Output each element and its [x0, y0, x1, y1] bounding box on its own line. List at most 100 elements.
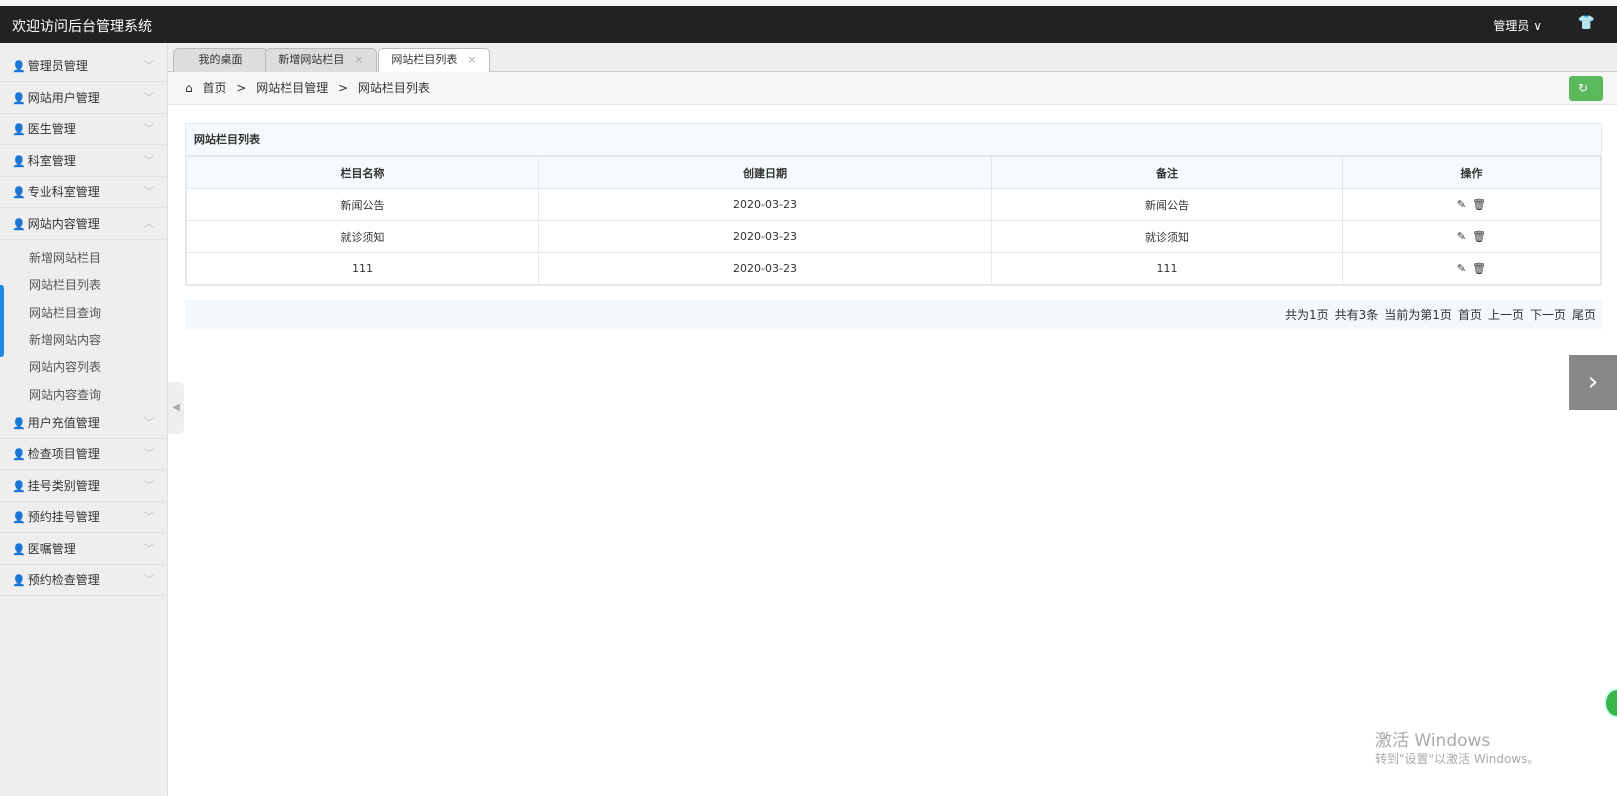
panel-title: 网站栏目列表	[186, 124, 1601, 156]
sidebar-menu[interactable]: 👤 管理员管理 ﹀	[0, 51, 168, 82]
column-header: 备注	[991, 156, 1343, 189]
user-icon: 👤	[12, 123, 26, 136]
breadcrumb-separator: >	[236, 81, 247, 95]
chevron-right-icon: ›	[1587, 367, 1599, 397]
user-icon: 👤	[12, 91, 26, 105]
tab-desktop[interactable]: 我的桌面	[173, 48, 268, 72]
user-icon: 👤	[12, 416, 26, 430]
sidebar-submenu-item[interactable]: 网站内容查询	[29, 387, 102, 402]
breadcrumb-separator: >	[338, 81, 349, 95]
trash-icon[interactable]: 🗑	[1472, 230, 1487, 243]
table-cell: 就诊须知	[991, 220, 1343, 253]
user-icon: 👤	[12, 448, 26, 462]
sidebar: 👤 管理员管理 ﹀ 👤 网站用户管理 ﹀ 👤 医生管理 ﹀ 👤 科室管理 ﹀ 👤 专业科室管理 ﹀ 👤 网站内容…	[0, 43, 168, 796]
chevron-up-icon: ︿	[144, 218, 154, 230]
pagination: 共为1页 共有3条 当前为第1页 首页 上一页 下一页 尾页	[185, 300, 1602, 330]
edit-icon[interactable]: ✎	[1456, 262, 1467, 275]
breadcrumb: ⌂ 首页 > 网站栏目管理 > 网站栏目列表 ↻	[168, 72, 1617, 105]
sidebar-menu[interactable]: 👤 医生管理 ﹀	[0, 114, 168, 145]
column-header: 创建日期	[538, 156, 992, 189]
column-header: 栏目名称	[186, 156, 539, 189]
table-cell: 新闻公告	[991, 188, 1343, 221]
actions-cell: ✎ 🗑	[1342, 220, 1601, 253]
menu-label: 医嘱管理	[27, 541, 76, 556]
column-header: 操作	[1342, 156, 1601, 189]
chevron-down-icon: ﹀	[144, 61, 154, 72]
chevron-down-icon: ﹀	[144, 187, 154, 198]
sidebar-menu[interactable]: 👤 网站内容管理 ︿	[0, 209, 168, 240]
user-menu[interactable]: 管理员 ∨	[1493, 19, 1542, 33]
user-icon: 👤	[12, 574, 26, 588]
tab-label: 我的桌面	[198, 53, 243, 66]
sidebar-menu[interactable]: 👤 医嘱管理 ﹀	[0, 534, 168, 565]
user-icon: 👤	[12, 60, 26, 73]
chevron-down-icon: ﹀	[144, 543, 154, 555]
sidebar-menu[interactable]: 👤 网站用户管理 ﹀	[0, 83, 168, 114]
home-icon: ⌂	[185, 81, 193, 95]
tab-label: 新增网站栏目	[278, 53, 345, 66]
tshirt-icon[interactable]: 👕	[1577, 15, 1595, 31]
chevron-down-icon: ﹀	[144, 124, 154, 135]
close-icon[interactable]: ×	[354, 53, 364, 66]
menu-label: 挂号类别管理	[27, 478, 100, 493]
table-cell: 2020-03-23	[538, 220, 992, 253]
refresh-button[interactable]: ↻	[1569, 76, 1603, 101]
user-icon: 👤	[12, 479, 26, 493]
table-row: 就诊须知 2020-03-23 就诊须知 ✎ 🗑	[186, 220, 1601, 253]
menu-label: 预约检查管理	[27, 573, 100, 588]
pager-link[interactable]: 上一页	[1487, 308, 1524, 322]
breadcrumb-section[interactable]: 网站栏目管理	[256, 81, 329, 95]
chevron-down-icon: ﹀	[144, 417, 154, 429]
trash-icon[interactable]: 🗑	[1472, 198, 1487, 211]
table-cell: 新闻公告	[186, 188, 539, 221]
chevron-down-icon: ﹀	[144, 575, 154, 587]
tab-add-column[interactable]: 新增网站栏目 ×	[265, 48, 377, 72]
breadcrumb-home[interactable]: 首页	[202, 81, 227, 95]
pager-link[interactable]: 首页	[1457, 308, 1482, 322]
refresh-icon: ↻	[1577, 81, 1589, 95]
tab-column-list[interactable]: 网站栏目列表 ×	[378, 48, 490, 73]
user-icon: 👤	[12, 511, 26, 525]
actions-cell: ✎ 🗑	[1342, 252, 1601, 285]
floating-widget[interactable]	[1604, 688, 1617, 718]
sidebar-submenu-item[interactable]: 新增网站栏目	[29, 251, 102, 265]
chevron-down-icon: ﹀	[144, 449, 154, 461]
sidebar-submenu-item[interactable]: 网站内容列表	[29, 360, 102, 375]
menu-label: 管理员管理	[27, 59, 88, 73]
chevron-down-icon: ﹀	[144, 155, 154, 167]
sidebar-menu[interactable]: 👤 专业科室管理 ﹀	[0, 177, 168, 208]
sidebar-menu[interactable]: 👤 科室管理 ﹀	[0, 146, 168, 177]
menu-label: 检查项目管理	[27, 447, 100, 462]
edit-icon[interactable]: ✎	[1456, 230, 1467, 243]
tab-label: 网站栏目列表	[391, 53, 458, 66]
menu-label: 预约挂号管理	[27, 510, 100, 525]
sidebar-submenu-item[interactable]: 网站栏目列表	[29, 278, 102, 293]
pager-link[interactable]: 尾页	[1571, 308, 1596, 322]
sidebar-menu[interactable]: 👤 预约挂号管理 ﹀	[0, 502, 168, 534]
sidebar-submenu-item[interactable]: 新增网站内容	[29, 332, 102, 347]
column-table: 栏目名称 创建日期 备注 操作 新闻公告 2020-03-23 新闻公告 ✎ 🗑 就诊须知…	[186, 156, 1601, 285]
pager-link[interactable]: 下一页	[1529, 308, 1566, 322]
app-title: 欢迎访问后台管理系统	[12, 19, 152, 35]
table-row: 新闻公告 2020-03-23 新闻公告 ✎ 🗑	[186, 188, 1601, 221]
browser-strip	[0, 0, 1617, 6]
next-arrow-button[interactable]: ›	[1569, 355, 1617, 410]
sidebar-menu[interactable]: 👤 挂号类别管理 ﹀	[0, 471, 168, 502]
edit-icon[interactable]: ✎	[1456, 198, 1467, 211]
sidebar-menu[interactable]: 👤 用户充值管理 ﹀	[0, 408, 168, 439]
sidebar-menu[interactable]: 👤 预约检查管理 ﹀	[0, 565, 168, 597]
trash-icon[interactable]: 🗑	[1472, 262, 1487, 275]
user-icon: 👤	[12, 154, 26, 168]
menu-label: 专业科室管理	[27, 185, 100, 199]
sidebar-menu[interactable]: 👤 检查项目管理 ﹀	[0, 439, 168, 471]
column-list-panel: 网站栏目列表 栏目名称 创建日期 备注 操作 新闻公告 2020-03-23 新闻公…	[185, 123, 1602, 286]
sidebar-submenu-item[interactable]: 网站栏目查询	[29, 305, 102, 320]
actions-cell: ✎ 🗑	[1342, 188, 1601, 221]
menu-label: 医生管理	[27, 122, 76, 136]
pager-info: 共为1页	[1285, 308, 1329, 322]
sidebar-collapse-handle[interactable]: ◀	[168, 382, 184, 434]
close-icon[interactable]: ×	[467, 53, 477, 66]
user-icon: 👤	[12, 186, 26, 199]
windows-watermark-sub: 转到"设置"以激活 Windows。	[1375, 752, 1540, 766]
table-row: 111 2020-03-23 111 ✎ 🗑	[186, 252, 1601, 285]
